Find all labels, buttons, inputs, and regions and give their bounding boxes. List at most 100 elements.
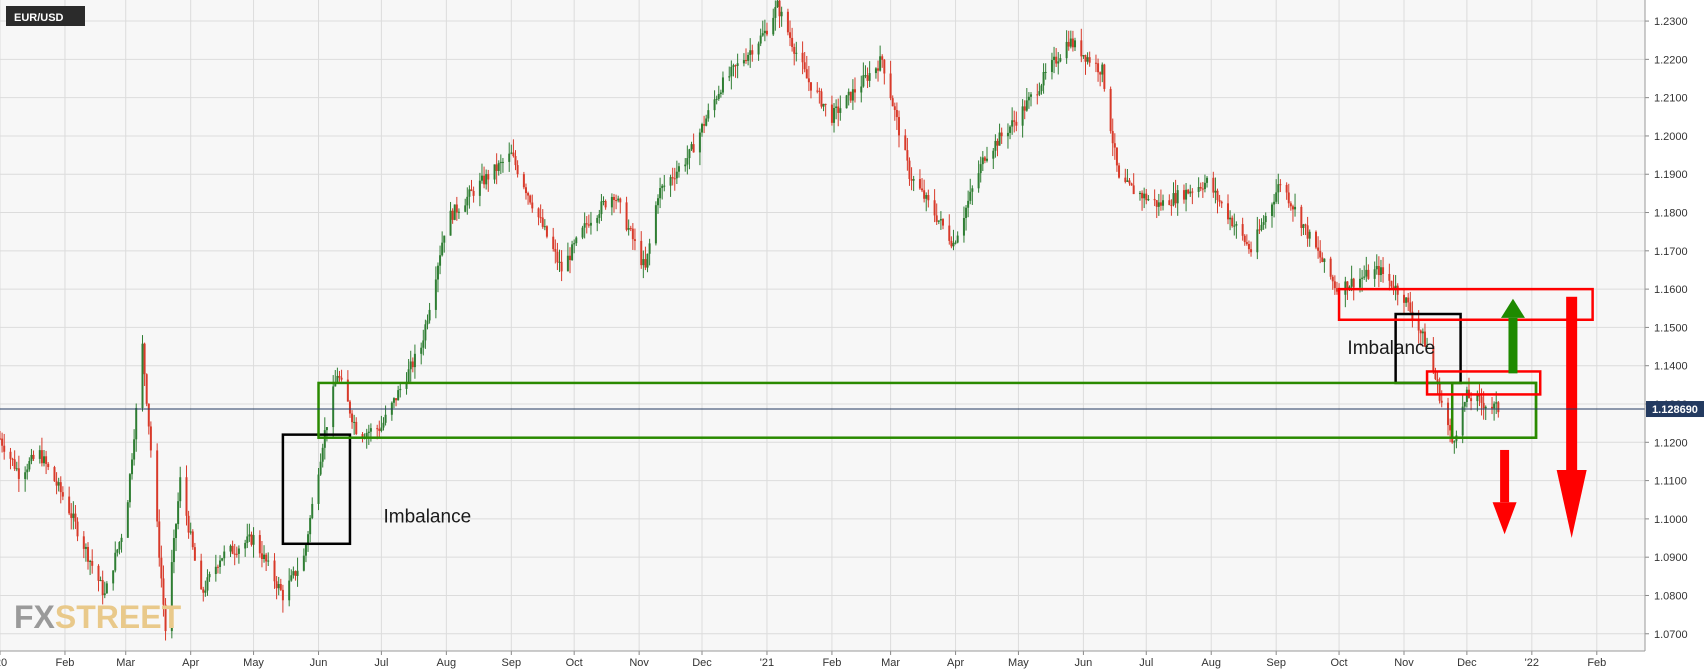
candle-body <box>478 180 481 196</box>
candle-body <box>646 253 649 268</box>
candle-body <box>1379 267 1382 276</box>
candle-body <box>1423 331 1426 347</box>
candle-body <box>1216 190 1219 201</box>
candle-body <box>527 193 530 196</box>
candle-body <box>1182 190 1185 200</box>
candle-body <box>688 149 691 159</box>
candle-body <box>1260 224 1263 230</box>
annotation-box <box>1425 370 1542 396</box>
candle-body <box>317 474 320 504</box>
candle-body <box>1059 58 1062 62</box>
candle-body <box>1170 205 1173 207</box>
candle-body <box>1226 203 1229 220</box>
candle-body <box>1308 231 1311 239</box>
candle-body <box>690 144 693 150</box>
candle-body <box>895 109 898 118</box>
candle-body <box>1365 269 1368 277</box>
down-arrow-head <box>1492 502 1517 535</box>
x-tick-label: May <box>1008 657 1029 669</box>
y-tick-label: 1.2000 <box>1654 131 1688 143</box>
candle-body <box>1287 192 1290 204</box>
candle-body <box>1476 394 1479 402</box>
candle-body <box>1390 280 1393 287</box>
candle-body <box>1321 257 1324 262</box>
candle-body <box>449 210 452 236</box>
candle-body <box>105 583 108 594</box>
candle-body <box>776 0 779 8</box>
candle-body <box>1162 200 1165 206</box>
candle-body <box>954 242 957 244</box>
candle-body <box>684 164 687 167</box>
candle-body <box>759 35 762 44</box>
candle-body <box>568 255 571 261</box>
candle-body <box>1333 281 1336 289</box>
candle-body <box>809 82 812 91</box>
candle-body <box>728 76 731 78</box>
candle-body <box>1040 85 1043 92</box>
candle-body <box>1335 288 1338 292</box>
candle-body <box>745 60 748 62</box>
candle-body <box>99 580 102 582</box>
candle-body <box>780 11 783 17</box>
candle-body <box>346 379 349 402</box>
candle-body <box>116 549 119 553</box>
candle-body <box>378 428 381 431</box>
candle-body <box>803 62 806 70</box>
candle-body <box>1373 269 1376 279</box>
candle-body <box>208 574 211 578</box>
candle-body <box>847 91 850 96</box>
x-tick-label: Feb <box>1587 657 1606 669</box>
candle-body <box>1417 319 1420 331</box>
candle-body <box>539 217 542 219</box>
candle-body <box>384 414 387 423</box>
candle-body <box>625 202 628 230</box>
candle-body <box>292 571 295 576</box>
candle-body <box>288 580 291 601</box>
candle-body <box>1053 56 1056 61</box>
candle-body <box>686 158 689 165</box>
candle-body <box>497 163 500 171</box>
down-arrow-shaft <box>1566 296 1578 471</box>
candle-body <box>1099 72 1102 75</box>
candle-body <box>761 33 764 36</box>
candle-body <box>1038 91 1041 95</box>
candle-body <box>1463 402 1466 407</box>
candle-body <box>424 324 427 341</box>
candle-body <box>147 403 150 427</box>
candle-body <box>28 461 31 470</box>
candle-body <box>1382 267 1385 275</box>
candle-body <box>1132 185 1135 195</box>
x-tick-label: Sep <box>1266 657 1286 669</box>
candles <box>0 0 1500 641</box>
candle-body <box>1491 406 1494 409</box>
candle-body <box>879 56 882 71</box>
candle-body <box>556 251 559 263</box>
x-tick-label: Oct <box>1330 657 1347 669</box>
candle-body <box>365 433 368 438</box>
candle-body <box>952 242 955 247</box>
candle-body <box>101 580 104 596</box>
candle-body <box>897 117 900 136</box>
candle-body <box>59 482 62 493</box>
candle-body <box>877 68 880 71</box>
candle-body <box>1394 285 1397 290</box>
candle-body <box>114 552 117 571</box>
candle-body <box>258 535 261 554</box>
candle-body <box>472 190 475 196</box>
x-tick-label: May <box>243 657 264 669</box>
candle-body <box>671 177 674 179</box>
candle-body <box>179 477 182 502</box>
candle-body <box>112 570 115 584</box>
candle-body <box>830 104 833 123</box>
candle-body <box>868 73 871 81</box>
candle-body <box>719 92 722 95</box>
candle-body <box>1434 370 1437 380</box>
candle-body <box>397 390 400 401</box>
candle-body <box>470 189 473 191</box>
candle-body <box>935 215 938 222</box>
candle-body <box>466 196 469 206</box>
candle-body <box>1323 258 1326 262</box>
candle-body <box>1432 346 1435 371</box>
candle-body <box>1294 206 1297 210</box>
